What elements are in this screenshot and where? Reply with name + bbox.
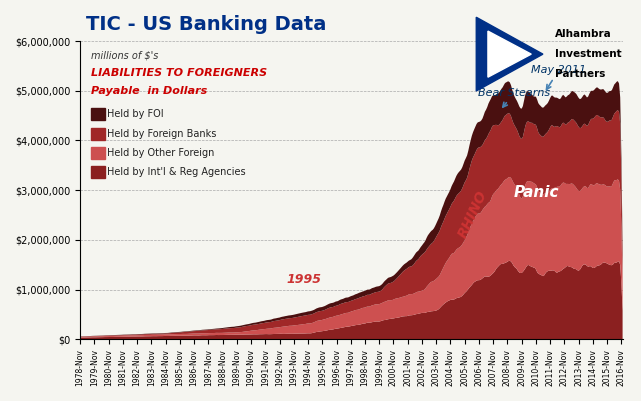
Text: Bear Stearns: Bear Stearns (478, 88, 551, 107)
Text: millions of $'s: millions of $'s (91, 50, 158, 60)
Text: Payable  in Dollars: Payable in Dollars (91, 86, 207, 96)
Text: LIABILITIES TO FOREIGNERS: LIABILITIES TO FOREIGNERS (91, 68, 267, 78)
Bar (91, 166, 104, 178)
Text: Held by Foreign Banks: Held by Foreign Banks (107, 129, 217, 138)
Text: May 2011: May 2011 (531, 65, 587, 89)
Bar (91, 108, 104, 120)
Text: Alhambra: Alhambra (554, 29, 612, 39)
Polygon shape (488, 31, 531, 77)
Text: Held by Other Foreign: Held by Other Foreign (107, 148, 215, 158)
Text: Panic: Panic (514, 185, 560, 200)
Text: TIC - US Banking Data: TIC - US Banking Data (85, 15, 326, 34)
Polygon shape (476, 17, 543, 91)
Bar (91, 147, 104, 159)
Text: 1995: 1995 (287, 273, 321, 286)
Text: Held by FOI: Held by FOI (107, 109, 164, 119)
Bar (91, 128, 104, 140)
Text: RHINO: RHINO (456, 188, 490, 240)
Text: Held by Int'l & Reg Agencies: Held by Int'l & Reg Agencies (107, 167, 246, 177)
Text: Partners: Partners (554, 69, 605, 79)
Text: Investment: Investment (554, 49, 621, 59)
